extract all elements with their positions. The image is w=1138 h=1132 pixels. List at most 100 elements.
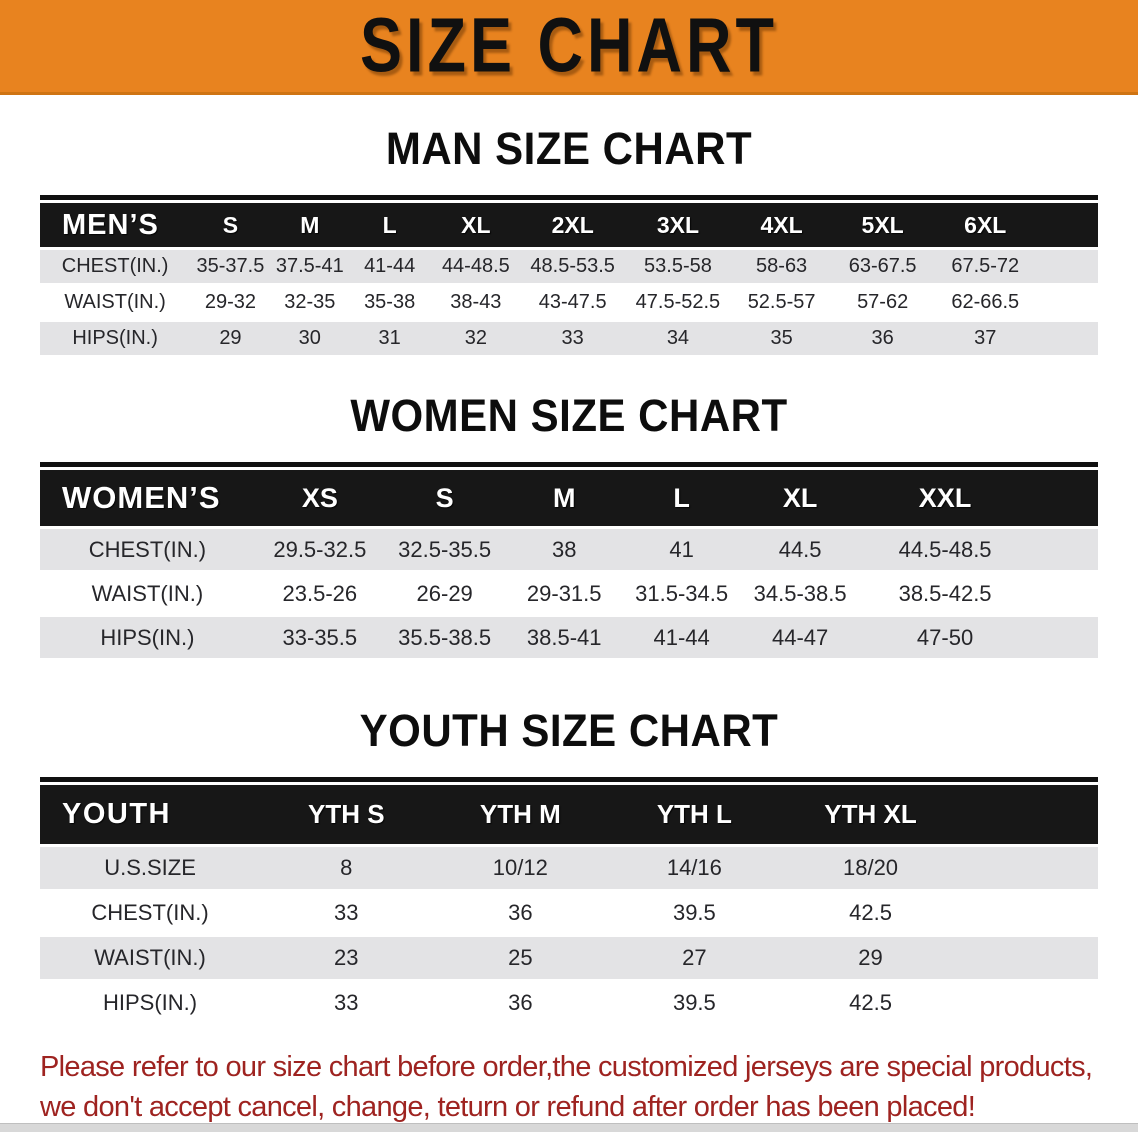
men-col-header: XL <box>430 203 522 247</box>
table-cell: 32-35 <box>270 286 349 319</box>
women-size-table: WOMEN’S XS S M L XL XXL CHEST(IN.) 29.5-… <box>40 462 1098 661</box>
row-label: WAIST(IN.) <box>40 573 255 614</box>
table-cell: 38.5-41 <box>504 617 624 658</box>
table-cell: 42.5 <box>780 892 961 934</box>
bottom-strip <box>0 1123 1138 1132</box>
women-col-header: M <box>504 470 624 526</box>
women-col-header: S <box>384 470 505 526</box>
table-cell: 26-29 <box>384 573 505 614</box>
youth-header-row: YOUTH YTH S YTH M YTH L YTH XL <box>40 785 1098 844</box>
row-label: HIPS(IN.) <box>40 982 261 1024</box>
table-cell: 8 <box>260 847 433 889</box>
table-cell: 23 <box>260 937 433 979</box>
row-label: CHEST(IN.) <box>40 250 191 283</box>
table-row: WAIST(IN.) 23.5-26 26-29 29-31.5 31.5-34… <box>40 573 1098 614</box>
spacer-cell <box>1029 617 1098 658</box>
men-col-header: L <box>348 203 431 247</box>
youth-col-header: YTH S <box>260 785 433 844</box>
row-label: U.S.SIZE <box>40 847 261 889</box>
spacer-cell <box>1036 322 1098 355</box>
table-cell: 44-48.5 <box>430 250 522 283</box>
table-cell: 32.5-35.5 <box>384 529 505 570</box>
row-label: WAIST(IN.) <box>40 286 191 319</box>
table-row: HIPS(IN.) 33 36 39.5 42.5 <box>40 982 1098 1024</box>
table-cell: 38-43 <box>430 286 522 319</box>
table-cell: 27 <box>608 937 781 979</box>
disclaimer-line-1: Please refer to our size chart before or… <box>40 1051 1093 1083</box>
table-cell: 48.5-53.5 <box>521 250 624 283</box>
table-row: WAIST(IN.) 23 25 27 29 <box>40 937 1098 979</box>
table-cell: 18/20 <box>780 847 961 889</box>
table-row: HIPS(IN.) 29 30 31 32 33 34 35 36 37 <box>40 322 1098 355</box>
table-row: U.S.SIZE 8 10/12 14/16 18/20 <box>40 847 1098 889</box>
table-cell: 33 <box>521 322 624 355</box>
table-cell: 29-31.5 <box>504 573 624 614</box>
spacer-cell <box>1029 573 1098 614</box>
table-cell: 36 <box>432 982 609 1024</box>
disclaimer-note: Please refer to our size chart before or… <box>40 1047 1100 1127</box>
table-cell: 33 <box>260 982 433 1024</box>
table-cell: 29 <box>190 322 271 355</box>
table-cell: 41 <box>623 529 740 570</box>
table-cell: 41-44 <box>348 250 431 283</box>
youth-col-header: YTH L <box>608 785 781 844</box>
men-size-table: MEN’S S M L XL 2XL 3XL 4XL 5XL 6XL CHEST… <box>40 195 1098 358</box>
table-cell: 29 <box>780 937 961 979</box>
women-section-heading: WOMEN SIZE CHART <box>350 390 788 441</box>
table-cell: 30 <box>270 322 349 355</box>
table-cell: 36 <box>831 322 934 355</box>
row-label: WAIST(IN.) <box>40 937 261 979</box>
spacer-cell <box>960 892 1098 934</box>
youth-section-heading: YOUTH SIZE CHART <box>359 705 779 756</box>
table-cell: 25 <box>432 937 609 979</box>
spacer-cell <box>1036 286 1098 319</box>
table-cell: 31 <box>348 322 431 355</box>
table-cell: 35 <box>731 322 832 355</box>
spacer-cell <box>960 785 1098 844</box>
row-label: CHEST(IN.) <box>40 529 255 570</box>
table-cell: 32 <box>430 322 522 355</box>
table-row: HIPS(IN.) 33-35.5 35.5-38.5 38.5-41 41-4… <box>40 617 1098 658</box>
table-cell: 37 <box>933 322 1037 355</box>
table-cell: 34 <box>623 322 732 355</box>
row-label: CHEST(IN.) <box>40 892 261 934</box>
men-col-header: 6XL <box>933 203 1037 247</box>
table-cell: 23.5-26 <box>254 573 385 614</box>
table-cell: 29.5-32.5 <box>254 529 385 570</box>
men-col-header: 2XL <box>521 203 624 247</box>
youth-corner-label: YOUTH <box>40 785 261 844</box>
women-col-header: XXL <box>860 470 1030 526</box>
table-cell: 39.5 <box>608 892 781 934</box>
men-col-header: M <box>270 203 349 247</box>
table-cell: 38.5-42.5 <box>860 573 1030 614</box>
youth-col-header: YTH M <box>432 785 609 844</box>
spacer-cell <box>1029 470 1098 526</box>
row-label: HIPS(IN.) <box>40 617 255 658</box>
table-cell: 63-67.5 <box>831 250 934 283</box>
table-cell: 31.5-34.5 <box>623 573 740 614</box>
page-title: SIZE CHART <box>360 3 778 89</box>
table-row: CHEST(IN.) 29.5-32.5 32.5-35.5 38 41 44.… <box>40 529 1098 570</box>
men-col-header: 5XL <box>831 203 934 247</box>
row-label: HIPS(IN.) <box>40 322 191 355</box>
men-col-header: 3XL <box>623 203 732 247</box>
women-corner-label: WOMEN’S <box>40 470 255 526</box>
table-cell: 53.5-58 <box>623 250 732 283</box>
men-col-header: 4XL <box>731 203 832 247</box>
table-cell: 34.5-38.5 <box>739 573 861 614</box>
spacer-cell <box>1029 529 1098 570</box>
men-section-heading: MAN SIZE CHART <box>385 123 753 174</box>
spacer-cell <box>960 982 1098 1024</box>
disclaimer-line-2: we don't accept cancel, change, teturn o… <box>40 1091 976 1123</box>
spacer-cell <box>1036 203 1098 247</box>
spacer-cell <box>960 937 1098 979</box>
table-cell: 10/12 <box>432 847 609 889</box>
table-cell: 57-62 <box>831 286 934 319</box>
table-cell: 38 <box>504 529 624 570</box>
table-cell: 35-37.5 <box>190 250 271 283</box>
table-cell: 35-38 <box>348 286 431 319</box>
women-col-header: XS <box>254 470 385 526</box>
table-cell: 47-50 <box>860 617 1030 658</box>
women-header-row: WOMEN’S XS S M L XL XXL <box>40 470 1098 526</box>
